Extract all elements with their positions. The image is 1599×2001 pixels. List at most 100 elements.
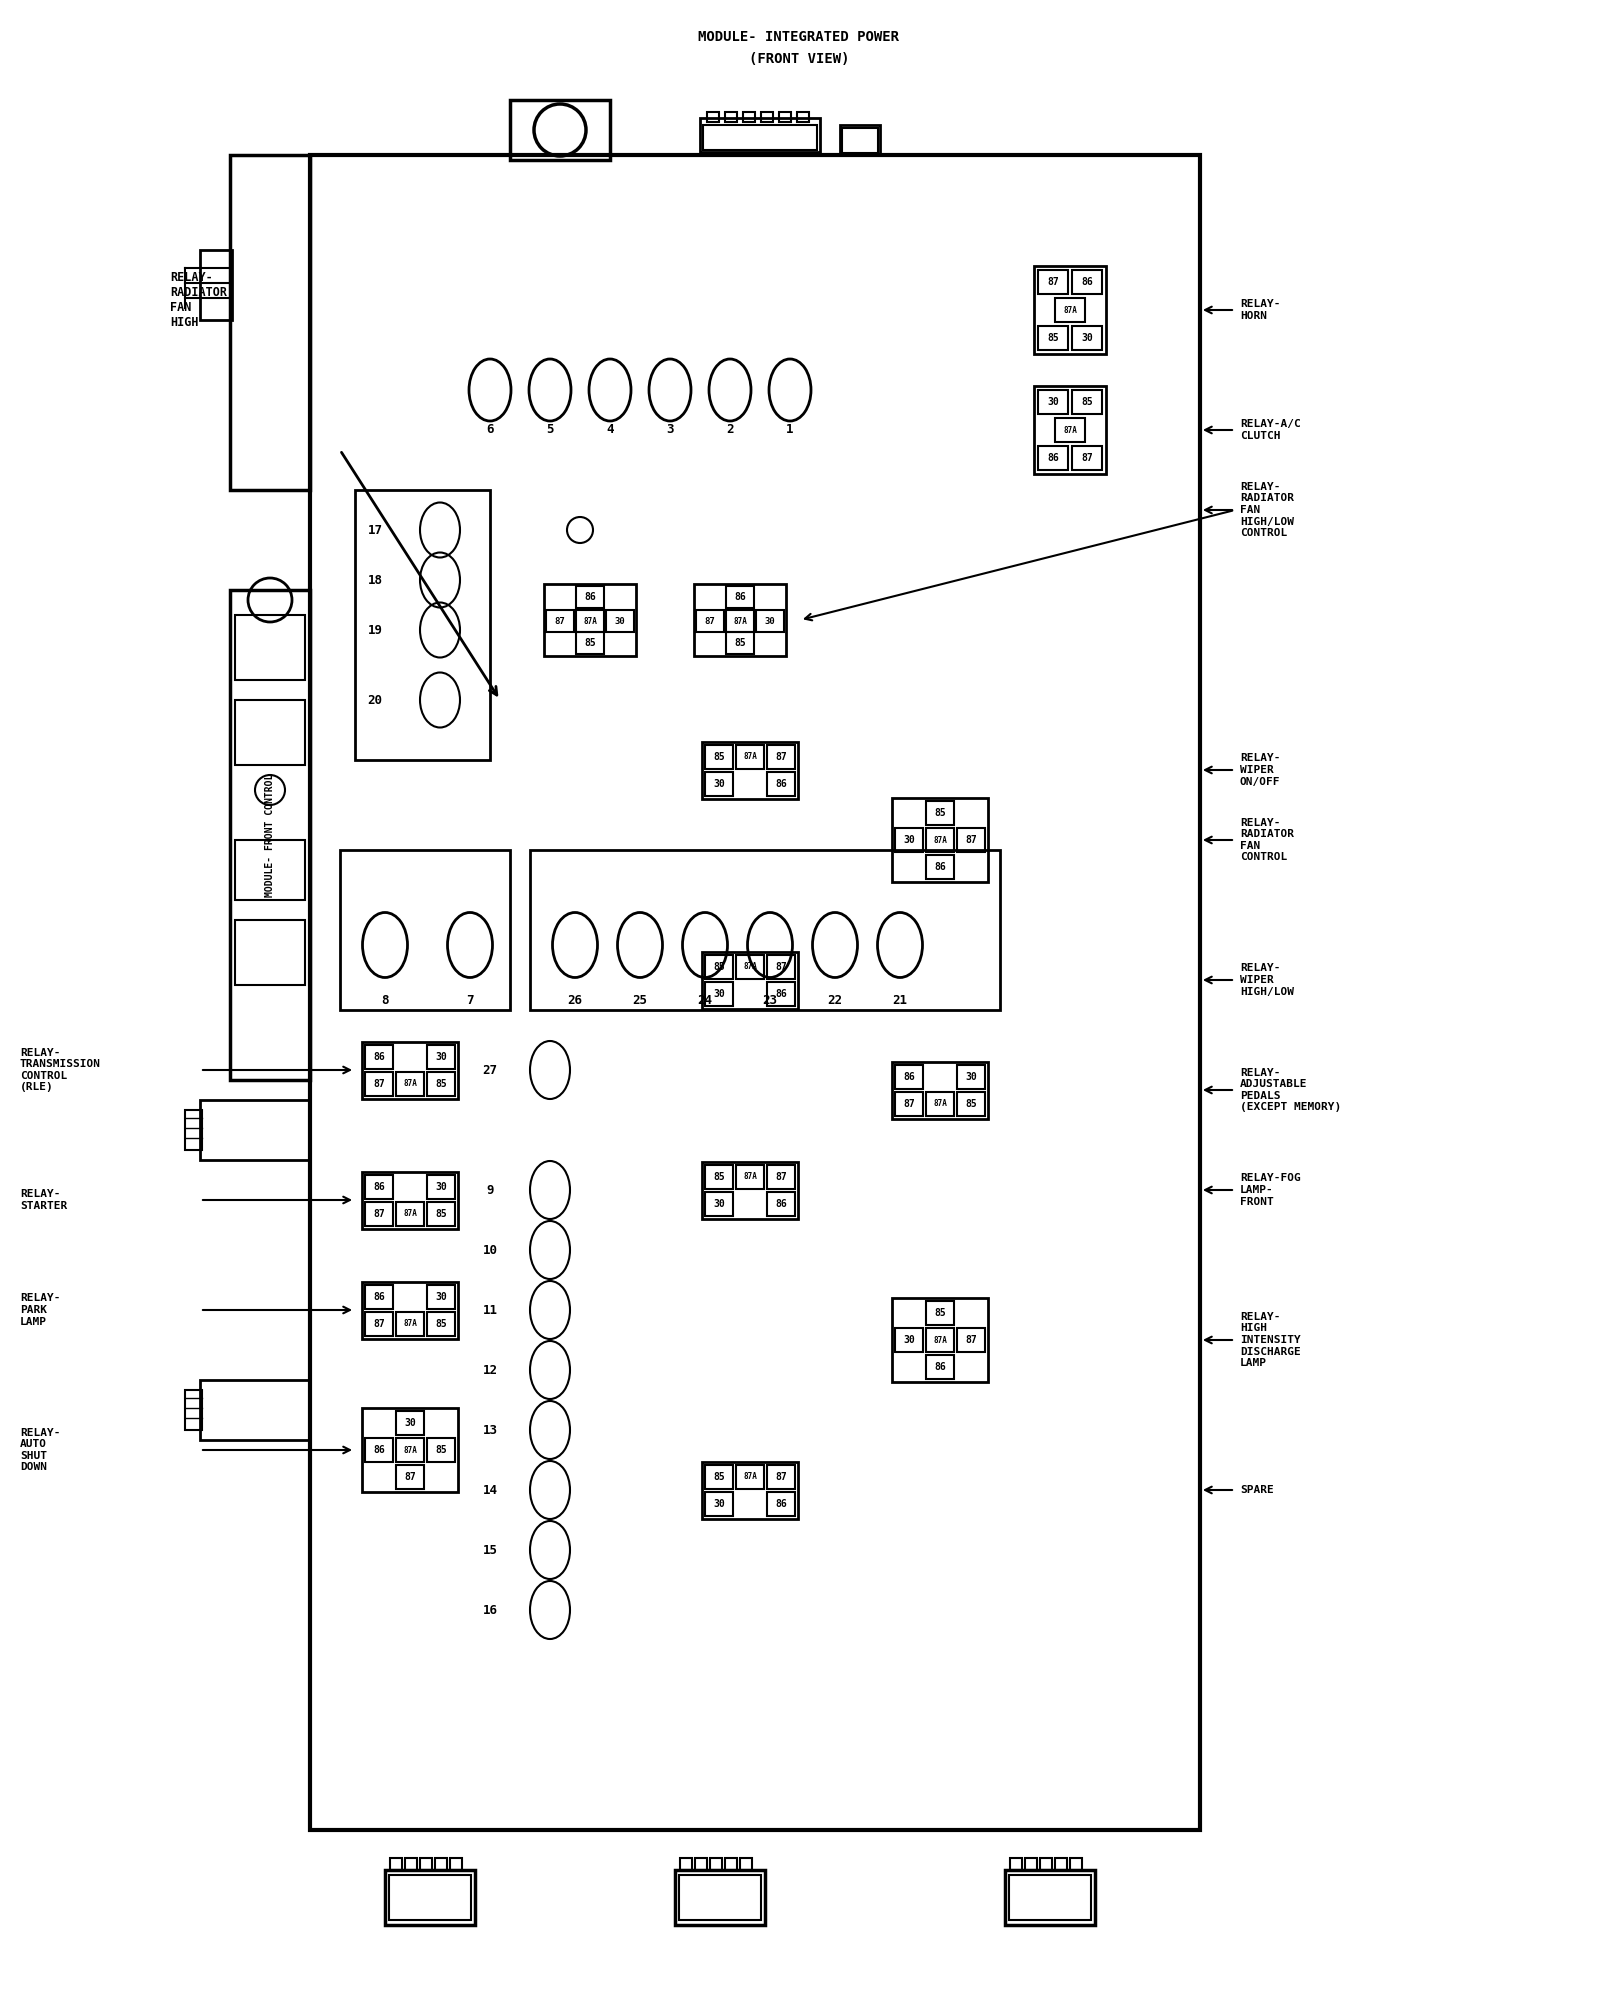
Text: 86: 86 [776, 1199, 787, 1209]
Text: 12: 12 [483, 1363, 497, 1377]
Text: 30: 30 [713, 988, 724, 998]
Text: 86: 86 [373, 1291, 385, 1301]
Text: 10: 10 [483, 1243, 497, 1257]
Text: (FRONT VIEW): (FRONT VIEW) [748, 52, 849, 66]
Text: 30: 30 [903, 834, 915, 844]
Text: 85: 85 [966, 1099, 977, 1109]
Text: RELAY-
RADIATOR
FAN
HIGH: RELAY- RADIATOR FAN HIGH [169, 270, 227, 328]
Text: 87A: 87A [934, 836, 947, 844]
Text: 26: 26 [568, 994, 582, 1007]
Text: 87: 87 [776, 962, 787, 972]
Text: RELAY-
ADJUSTABLE
PEDALS
(EXCEPT MEMORY): RELAY- ADJUSTABLE PEDALS (EXCEPT MEMORY) [1239, 1069, 1342, 1113]
Text: 87: 87 [373, 1209, 385, 1219]
Text: MODULE- FRONT CONTROL: MODULE- FRONT CONTROL [265, 772, 275, 896]
Text: 15: 15 [483, 1543, 497, 1557]
Text: 87A: 87A [1063, 426, 1078, 434]
Text: RELAY-
TRANSMISSION
CONTROL
(RLE): RELAY- TRANSMISSION CONTROL (RLE) [21, 1049, 101, 1093]
Text: 13: 13 [483, 1423, 497, 1437]
Text: 21: 21 [892, 994, 908, 1007]
Text: 86: 86 [584, 592, 596, 602]
Text: 86: 86 [373, 1445, 385, 1455]
Text: 87A: 87A [744, 1473, 756, 1481]
Text: 86: 86 [1081, 276, 1092, 286]
Text: 8: 8 [381, 994, 389, 1007]
Text: 30: 30 [435, 1181, 446, 1191]
Text: 85: 85 [934, 808, 947, 818]
Text: 87: 87 [1081, 452, 1092, 462]
Text: 30: 30 [614, 616, 625, 626]
Text: 87A: 87A [934, 1099, 947, 1109]
Text: 85: 85 [435, 1319, 446, 1329]
Text: 30: 30 [435, 1291, 446, 1301]
Text: 86: 86 [776, 988, 787, 998]
Text: 85: 85 [435, 1079, 446, 1089]
Text: 6: 6 [486, 422, 494, 436]
Text: 9: 9 [486, 1183, 494, 1197]
Text: 5: 5 [547, 422, 553, 436]
Text: 18: 18 [368, 574, 382, 586]
Text: SPARE: SPARE [1239, 1485, 1274, 1495]
Text: 30: 30 [713, 778, 724, 788]
Text: 87A: 87A [732, 616, 747, 626]
Text: RELAY-
HORN: RELAY- HORN [1239, 300, 1281, 320]
Text: RELAY-
HIGH
INTENSITY
DISCHARGE
LAMP: RELAY- HIGH INTENSITY DISCHARGE LAMP [1239, 1313, 1300, 1369]
Text: 87: 87 [966, 1335, 977, 1345]
Text: 1: 1 [787, 422, 793, 436]
Text: 25: 25 [633, 994, 648, 1007]
Text: 7: 7 [467, 994, 473, 1007]
Text: 85: 85 [1047, 332, 1059, 342]
Text: 85: 85 [435, 1445, 446, 1455]
Text: 4: 4 [606, 422, 614, 436]
Text: 87: 87 [1047, 276, 1059, 286]
Text: 85: 85 [934, 1309, 947, 1319]
Text: 87A: 87A [744, 752, 756, 760]
Text: 87A: 87A [584, 616, 596, 626]
Text: RELAY-
WIPER
HIGH/LOW: RELAY- WIPER HIGH/LOW [1239, 962, 1294, 996]
Text: 87A: 87A [1063, 306, 1078, 314]
Text: 86: 86 [903, 1071, 915, 1081]
Text: 20: 20 [368, 694, 382, 706]
Text: 14: 14 [483, 1483, 497, 1497]
Text: 30: 30 [713, 1499, 724, 1509]
Text: 86: 86 [776, 778, 787, 788]
Text: 87: 87 [705, 616, 715, 626]
Text: 86: 86 [934, 1363, 947, 1373]
Text: RELAY-A/C
CLUTCH: RELAY-A/C CLUTCH [1239, 418, 1300, 440]
Text: 16: 16 [483, 1603, 497, 1617]
Text: 2: 2 [726, 422, 734, 436]
Text: 30: 30 [1081, 332, 1092, 342]
Text: 87: 87 [555, 616, 566, 626]
Text: RELAY-
STARTER: RELAY- STARTER [21, 1189, 67, 1211]
Text: 87: 87 [903, 1099, 915, 1109]
Text: 86: 86 [776, 1499, 787, 1509]
Text: 85: 85 [713, 1171, 724, 1181]
Text: 87A: 87A [403, 1209, 417, 1219]
Text: 11: 11 [483, 1303, 497, 1317]
Text: 30: 30 [966, 1071, 977, 1081]
Text: 87: 87 [373, 1319, 385, 1329]
Text: 87A: 87A [744, 1173, 756, 1181]
Text: 87: 87 [776, 1171, 787, 1181]
Text: 86: 86 [1047, 452, 1059, 462]
Text: 30: 30 [903, 1335, 915, 1345]
Text: RELAY-
AUTO
SHUT
DOWN: RELAY- AUTO SHUT DOWN [21, 1427, 61, 1473]
Text: 87A: 87A [403, 1319, 417, 1329]
Text: 85: 85 [713, 752, 724, 762]
Text: 19: 19 [368, 624, 382, 636]
Text: 87: 87 [776, 1471, 787, 1481]
Text: 85: 85 [734, 638, 745, 648]
Text: 30: 30 [435, 1051, 446, 1061]
Text: RELAY-
RADIATOR
FAN
HIGH/LOW
CONTROL: RELAY- RADIATOR FAN HIGH/LOW CONTROL [1239, 482, 1294, 538]
Text: 3: 3 [667, 422, 673, 436]
Text: 85: 85 [1081, 396, 1092, 406]
Text: MODULE- INTEGRATED POWER: MODULE- INTEGRATED POWER [699, 30, 900, 44]
Text: 30: 30 [764, 616, 776, 626]
Text: 17: 17 [368, 524, 382, 536]
Text: 22: 22 [828, 994, 843, 1007]
Text: 86: 86 [734, 592, 745, 602]
Text: 86: 86 [373, 1181, 385, 1191]
Text: 24: 24 [697, 994, 713, 1007]
Text: 30: 30 [713, 1199, 724, 1209]
Text: 87: 87 [405, 1473, 416, 1483]
Text: 86: 86 [934, 862, 947, 872]
